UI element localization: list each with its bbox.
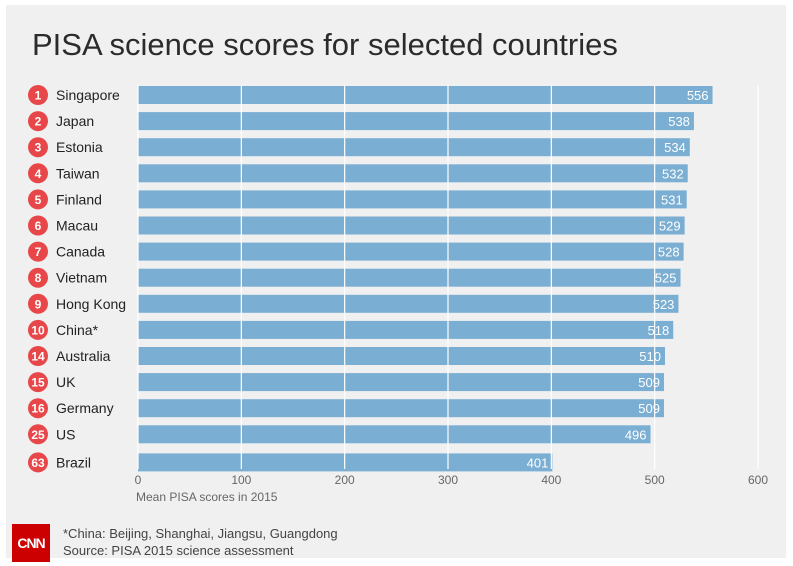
x-tick-label: 200 <box>335 473 355 487</box>
category-label: Singapore <box>56 87 120 103</box>
value-label: 538 <box>668 114 690 129</box>
x-axis-title: Mean PISA scores in 2015 <box>136 490 278 504</box>
category-label: Australia <box>56 348 111 364</box>
rank-number: 14 <box>31 350 45 364</box>
source-note: Source: PISA 2015 science assessment <box>63 543 294 558</box>
value-label: 510 <box>639 349 661 364</box>
x-tick-label: 0 <box>135 473 142 487</box>
bar-6 <box>138 216 685 235</box>
value-label: 534 <box>664 140 686 155</box>
rank-number: 16 <box>31 402 45 416</box>
bar-13 <box>138 399 664 418</box>
rank-badge <box>28 293 48 314</box>
rank-badge <box>28 346 48 366</box>
rank-badge <box>28 189 48 210</box>
value-label: 523 <box>653 297 675 312</box>
footnote: *China: Beijing, Shanghai, Jiangsu, Guan… <box>63 526 338 541</box>
category-label: Brazil <box>56 454 91 470</box>
rank-badge <box>28 319 48 340</box>
bar-11 <box>138 347 665 365</box>
bar-14 <box>138 425 651 444</box>
category-label: Japan <box>56 113 94 129</box>
x-tick-label: 400 <box>541 473 561 487</box>
category-label: UK <box>56 374 76 390</box>
rank-number: 6 <box>35 219 42 233</box>
rank-badge <box>28 452 48 473</box>
category-label: China* <box>56 322 99 338</box>
x-tick-label: 500 <box>645 473 665 487</box>
rank-number: 9 <box>35 297 42 311</box>
chart-title: PISA science scores for selected countri… <box>32 27 618 62</box>
rank-number: 5 <box>35 193 42 207</box>
bar-7 <box>138 242 684 261</box>
value-label: 518 <box>648 323 670 338</box>
x-tick-label: 100 <box>231 473 251 487</box>
value-label: 496 <box>625 427 647 442</box>
bar-1 <box>138 86 713 104</box>
rank-number: 7 <box>35 245 42 259</box>
category-label: Hong Kong <box>56 296 126 312</box>
rank-badge <box>28 398 48 419</box>
value-label: 401 <box>527 455 549 470</box>
rank-badge <box>28 163 48 184</box>
rank-number: 8 <box>35 271 42 285</box>
rank-number: 1 <box>35 89 42 103</box>
bar-9 <box>138 294 679 313</box>
rank-number: 3 <box>35 141 42 155</box>
category-label: Vietnam <box>56 270 107 286</box>
category-label: Macau <box>56 218 98 234</box>
bar-5 <box>138 190 687 209</box>
rank-number: 10 <box>31 323 45 337</box>
value-label: 528 <box>658 245 680 260</box>
category-label: Canada <box>56 244 105 260</box>
category-label: US <box>56 426 75 442</box>
value-label: 509 <box>638 375 660 390</box>
rank-number: 63 <box>31 456 45 470</box>
rank-badge <box>28 267 48 288</box>
rank-badge <box>28 85 48 105</box>
value-label: 529 <box>659 219 681 234</box>
rank-badge <box>28 424 48 445</box>
rank-number: 15 <box>31 376 45 390</box>
rank-badge <box>28 111 48 132</box>
chart-card: PISA science scores for selected countri… <box>6 5 786 562</box>
rank-number: 4 <box>35 167 42 181</box>
bar-3 <box>138 138 690 157</box>
category-label: Taiwan <box>56 165 100 181</box>
rank-badge <box>28 372 48 393</box>
x-tick-label: 300 <box>438 473 458 487</box>
cnn-logo: CNN <box>12 524 50 562</box>
value-label: 532 <box>662 166 684 181</box>
bar-2 <box>138 112 694 131</box>
rank-number: 2 <box>35 115 42 129</box>
bar-4 <box>138 164 688 183</box>
bar-12 <box>138 373 664 392</box>
bar-10 <box>138 320 674 339</box>
rank-badge <box>28 137 48 158</box>
value-label: 525 <box>655 271 677 286</box>
bar-8 <box>138 268 681 287</box>
rank-badge <box>28 215 48 236</box>
category-label: Germany <box>56 400 114 416</box>
rank-badge <box>28 241 48 262</box>
value-label: 556 <box>687 88 709 103</box>
rank-number: 25 <box>31 428 45 442</box>
value-label: 531 <box>661 192 683 207</box>
category-label: Estonia <box>56 139 103 155</box>
category-label: Finland <box>56 191 102 207</box>
x-tick-label: 600 <box>748 473 768 487</box>
value-label: 509 <box>638 401 660 416</box>
